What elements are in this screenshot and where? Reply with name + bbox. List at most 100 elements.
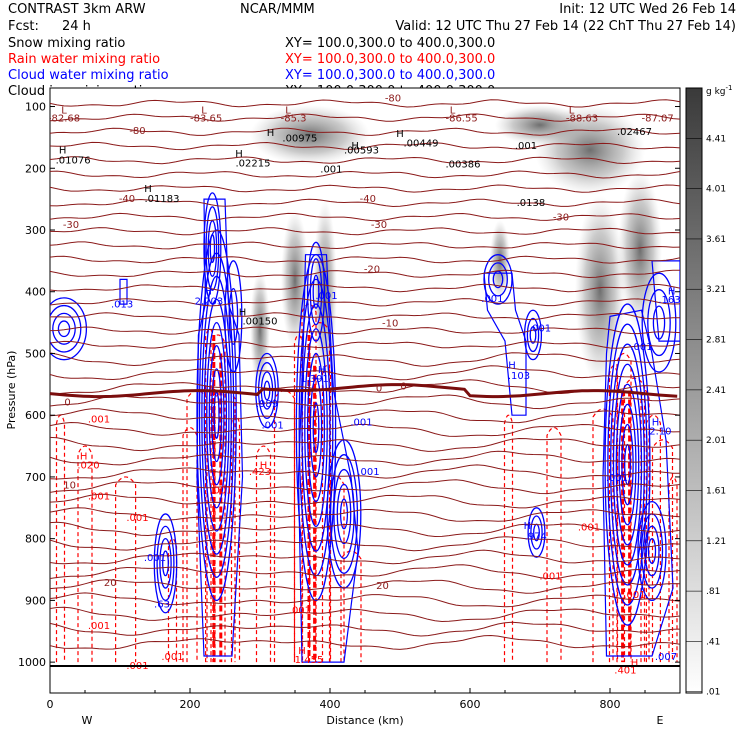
cloud-contour	[647, 289, 671, 357]
cloud-contour	[309, 377, 323, 478]
cloud-label: .989	[256, 399, 278, 410]
snow-label: .00449	[404, 138, 439, 149]
cloud-contour	[209, 233, 216, 264]
isotherm-line	[50, 394, 680, 410]
cloud-contour	[203, 192, 222, 305]
snow-label: H	[235, 149, 243, 160]
isotherm-line	[50, 450, 680, 466]
field-rain-name: Rain water mixing ratio	[8, 52, 160, 67]
snow-label: .02467	[617, 127, 652, 138]
rain-contour	[651, 439, 674, 663]
isotherm-line	[50, 99, 680, 108]
isotherm-line	[50, 170, 680, 179]
snow-label: .01183	[145, 194, 180, 205]
colorbar-tick-label: .01	[706, 688, 720, 698]
isotherm-line	[50, 621, 680, 637]
colorbar-tick-label: 1.21	[706, 537, 726, 547]
plot-content: -82.68L-80L-83.65L-85.3-80L-86.55L-88.63…	[50, 93, 680, 677]
snow-label: H	[239, 307, 247, 318]
isotherm-line	[50, 421, 680, 437]
cloud-label: 1.391	[300, 374, 329, 385]
east-endpoint: E	[657, 714, 664, 727]
snow-label: .00386	[446, 159, 481, 170]
cloud-contour	[304, 328, 328, 527]
cloud-contour	[156, 525, 175, 602]
cloud-contour	[312, 402, 320, 453]
snow-label: .00975	[282, 133, 317, 144]
x-tick-label: 200	[180, 698, 201, 711]
isotherm-line	[50, 269, 680, 279]
cloud-contour	[527, 507, 546, 558]
rain-label: .001	[126, 513, 148, 524]
cloud-label: 2.203	[195, 296, 224, 307]
rain-label: .001	[578, 522, 600, 533]
cloud-contour	[329, 454, 359, 574]
cloud-outline	[297, 254, 359, 663]
cloud-label: H	[652, 417, 660, 428]
cloud-label: H	[668, 286, 676, 297]
snow-label: .001	[515, 141, 537, 152]
snow-label: H	[267, 128, 275, 139]
isotherm-line	[50, 408, 680, 424]
rain-label: .020	[77, 461, 99, 472]
snow-label: H	[351, 141, 359, 152]
temperature-label: -30	[553, 212, 569, 223]
temperature-label: L	[450, 106, 456, 117]
forecast-label: Fcst:	[8, 19, 39, 34]
init-time: Init: 12 UTC Wed 26 Feb 14	[559, 2, 736, 17]
temperature-label: -10	[382, 319, 398, 330]
temperature-label: -85.3	[281, 114, 307, 125]
x-tick-label: 600	[460, 698, 481, 711]
temperature-label: L	[201, 106, 207, 117]
cloud-outline	[483, 272, 527, 416]
snow-label: .01076	[56, 156, 91, 167]
temperature-label: 0	[376, 383, 382, 394]
cloud-contour	[607, 323, 648, 606]
colorbar-tick-label: 3.21	[706, 285, 726, 295]
cloud-label: .63	[154, 599, 170, 610]
rain-label: .001	[539, 572, 561, 583]
snow-blob	[618, 170, 662, 330]
snow-label: H	[396, 129, 404, 140]
center-label: NCAR/MMM	[240, 2, 315, 17]
colorbar-steps	[686, 138, 702, 693]
cloud-contour	[153, 513, 178, 614]
cloud-label: .001	[606, 473, 628, 484]
temperature-label: 0	[400, 382, 406, 393]
colorbar-tick-label: 2.01	[706, 436, 726, 446]
isotherm-line	[50, 549, 680, 565]
temperature-label: -87.07	[641, 114, 673, 125]
cloud-contour	[52, 312, 76, 345]
field-snow-name: Snow mixing ratio	[8, 36, 125, 51]
snow-label: .0138	[517, 198, 546, 209]
colorbar-tick-label: 4.01	[706, 185, 726, 195]
rain-label: H	[260, 461, 268, 472]
rain-label: .001	[210, 485, 232, 496]
cloud-label: .001	[261, 420, 283, 431]
rain-label: .001	[161, 652, 183, 663]
isotherm-line	[50, 283, 680, 293]
cloud-contour	[644, 525, 660, 577]
rain-contour	[255, 445, 272, 663]
x-tick-label: 800	[600, 698, 621, 711]
isotherm-line	[50, 113, 680, 122]
x-tick-label: 0	[47, 698, 54, 711]
temperature-label: -83.65	[190, 114, 222, 125]
y-tick-label: 400	[25, 286, 46, 299]
colorbar-tick-label: .41	[706, 637, 720, 647]
isotherm-line	[50, 536, 680, 552]
cloud-contour	[203, 298, 230, 532]
rain-label: .001	[623, 590, 645, 601]
isotherm-line	[50, 365, 680, 381]
temperature-label: 10	[63, 480, 76, 491]
colorbar-unit-base: g kg	[706, 87, 726, 97]
isotherm-line	[50, 579, 680, 594]
colorbar-ticks: 4.41 4.01 3.61 3.21 2.81 2.41 2.01 1.61 1.21 .81.…	[706, 134, 726, 697]
isotherm-line	[50, 312, 680, 321]
cloud-contour	[529, 326, 537, 344]
temperature-label: 20	[104, 578, 117, 589]
y-axis-label: Pressure (hPa)	[5, 351, 18, 430]
temperature-label: L	[569, 106, 575, 117]
isotherm-line	[50, 241, 680, 250]
temperature-label: 0	[64, 398, 70, 409]
